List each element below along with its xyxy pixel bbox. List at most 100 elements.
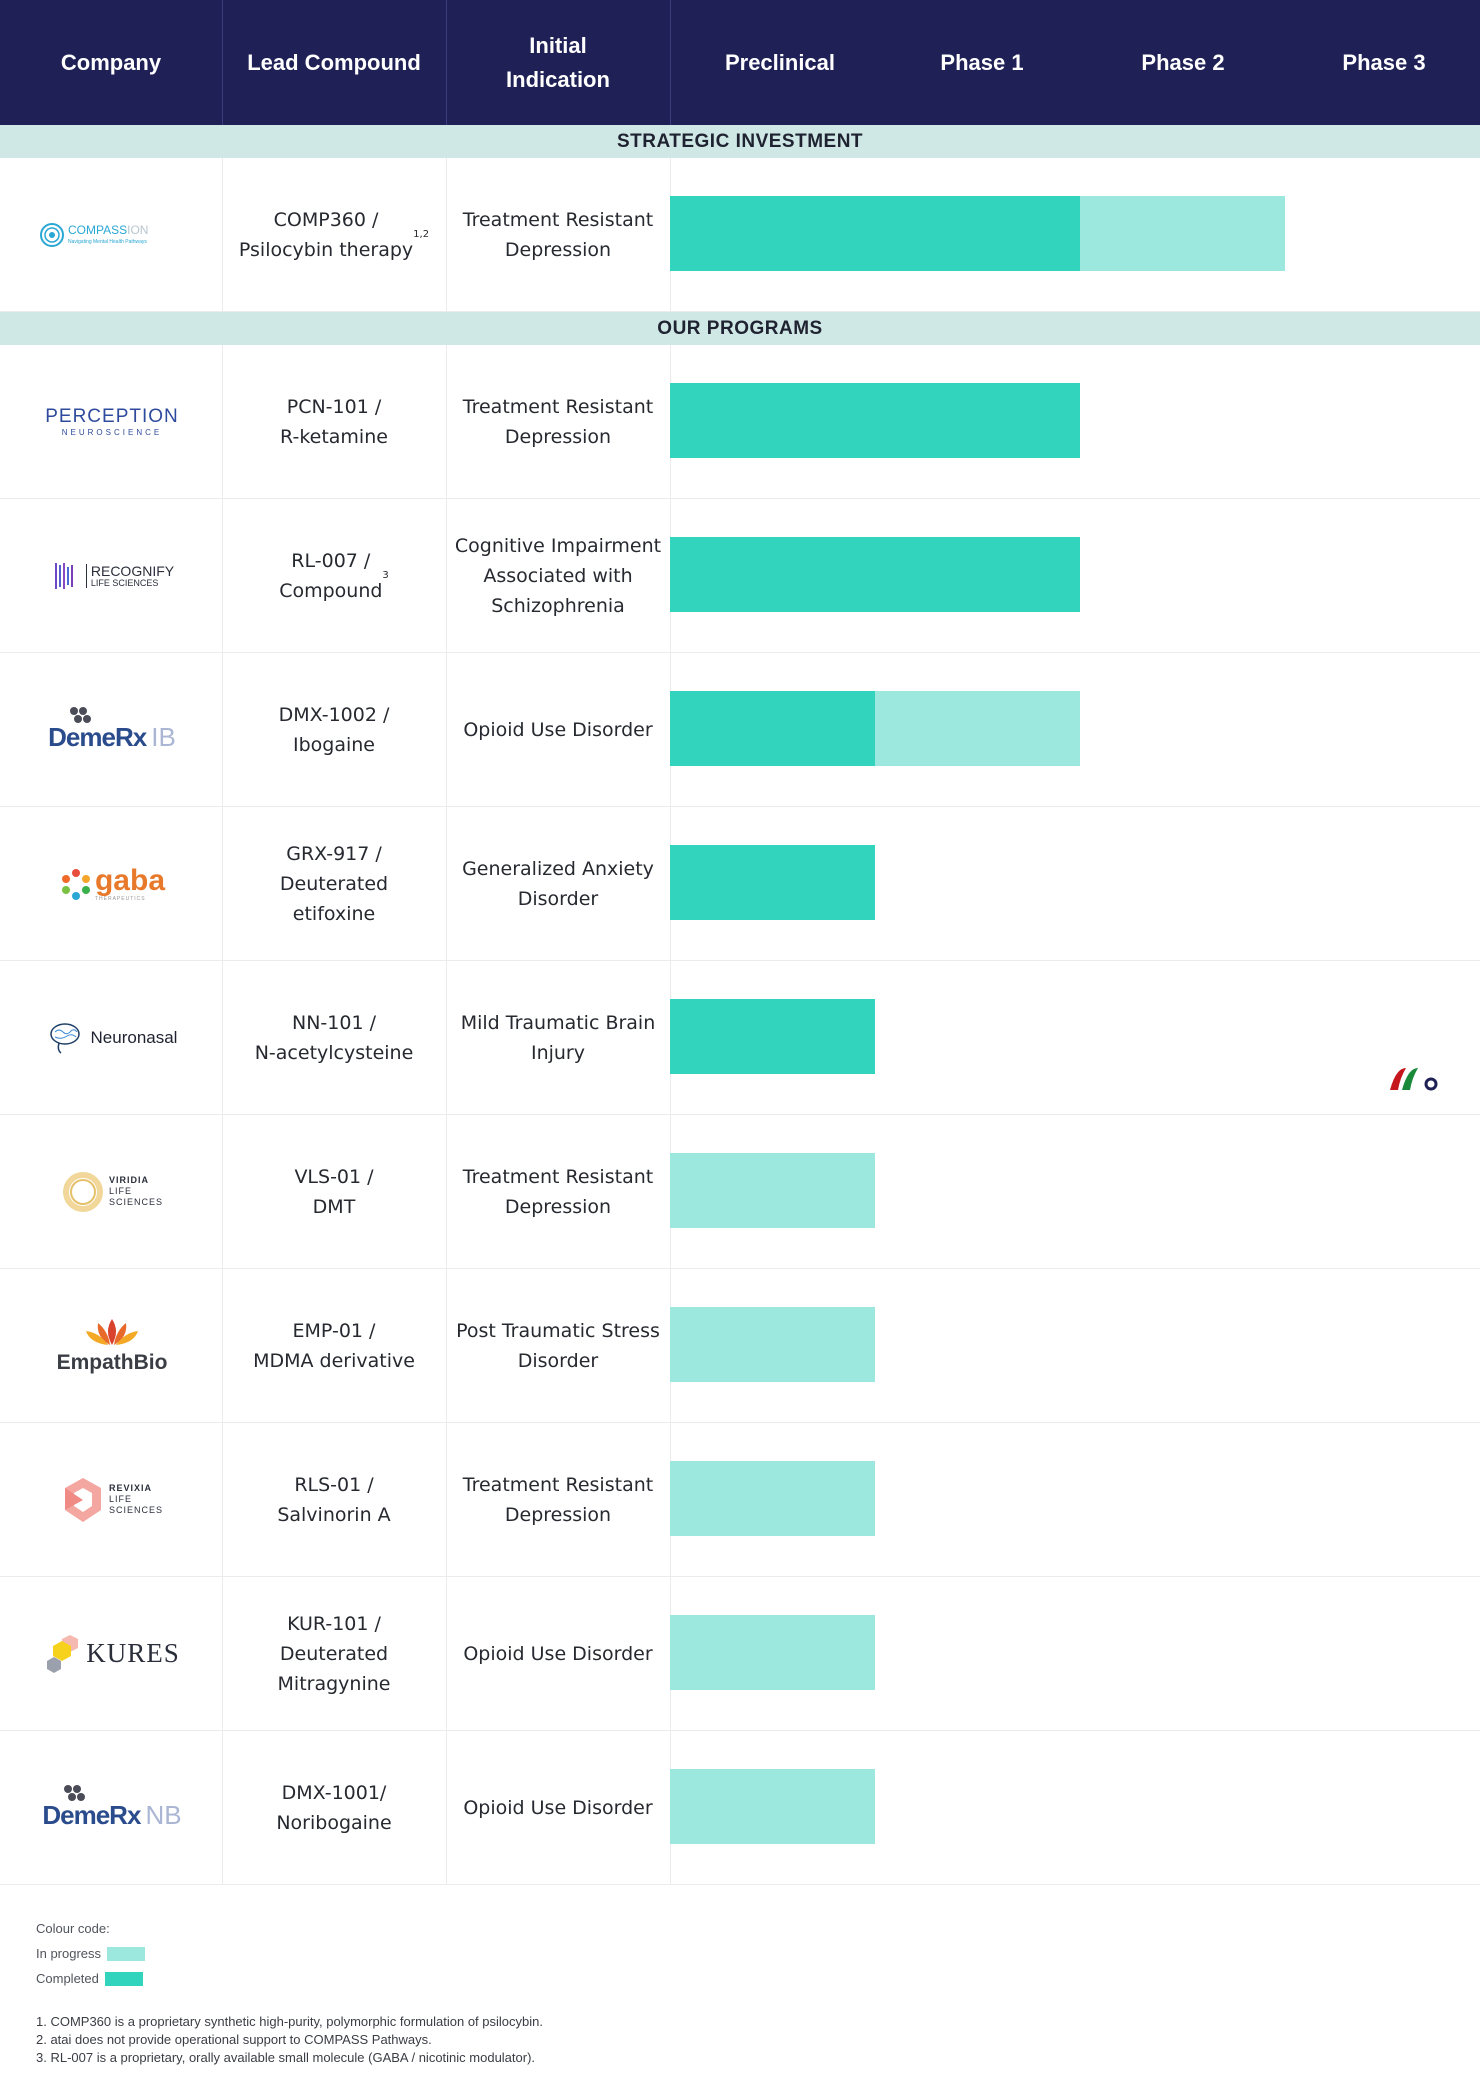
lead-compound-text: RL-007 / Compound xyxy=(279,549,383,602)
gaba-therapeutics-logo: gaba THERAPEUTICS xyxy=(20,807,204,960)
gaba-logo-icon xyxy=(61,868,90,900)
lead-compound-cell: NN-101 / N-acetylcysteine xyxy=(222,961,446,1114)
revixia-logo-text: REVIXIA xyxy=(108,1483,152,1493)
completed-progress-bar xyxy=(670,196,1080,271)
revixia-life-sciences-logo: REVIXIA LIFE SCIENCES xyxy=(20,1423,204,1576)
table-row: gaba THERAPEUTICS GRX-917 / Deuterated e… xyxy=(0,807,1480,961)
lead-compound-cell: EMP-01 / MDMA derivative xyxy=(222,1269,446,1422)
column-divider xyxy=(446,499,447,652)
lead-compound-cell: COMP360 / Psilocybin therapy 1,2 xyxy=(222,158,446,311)
viridia-logo-subtext: SCIENCES xyxy=(108,1197,163,1207)
table-row: EmpathBio EMP-01 / MDMA derivative Post T… xyxy=(0,1269,1480,1423)
lead-compound-text: NN-101 / N-acetylcysteine xyxy=(254,1011,414,1064)
column-divider xyxy=(222,1115,223,1268)
kures-logo: KURES xyxy=(20,1577,204,1730)
viridia-ring-icon xyxy=(62,1171,103,1212)
in-progress-progress-bar xyxy=(670,1615,875,1690)
footnote: 2. atai does not provide operational sup… xyxy=(36,2032,432,2047)
header-lead-compound: Lead Compound xyxy=(247,49,421,75)
header-phase-2: Phase 2 xyxy=(1141,49,1225,75)
initial-indication-cell: Treatment Resistant Depression xyxy=(462,1473,654,1526)
in-progress-progress-bar xyxy=(1080,196,1285,271)
recognify-logo-subtext: LIFE SCIENCES xyxy=(90,577,159,588)
in-progress-progress-bar xyxy=(875,691,1080,766)
watermark-logo-icon xyxy=(1390,1068,1438,1091)
lead-compound-cell: KUR-101 / Deuterated Mitragynine xyxy=(222,1577,446,1730)
demerx-logo-suffix: NB xyxy=(145,1800,182,1830)
table-row: DemeRx IB DMX-1002 / Ibogaine Opioid Use … xyxy=(0,653,1480,807)
legend-completed-label: Completed xyxy=(36,1971,99,1986)
lead-compound-cell: DMX-1002 / Ibogaine xyxy=(222,653,446,806)
header-company: Company xyxy=(60,49,162,75)
table-row: Neuronasal NN-101 / N-acetylcysteine Mild… xyxy=(0,961,1480,1115)
recognify-life-sciences-logo: RECOGNIFY LIFE SCIENCES xyxy=(20,499,204,652)
column-divider xyxy=(222,345,223,498)
table-header: Company Lead Compound Initial Indication… xyxy=(0,0,1480,125)
lead-compound-text: DMX-1002 / Ibogaine xyxy=(278,703,390,756)
column-divider xyxy=(222,961,223,1114)
completed-progress-bar xyxy=(670,999,875,1074)
in-progress-progress-bar xyxy=(670,1461,875,1536)
demerx-dots-icon xyxy=(64,1785,86,1801)
section-strategic-investment: STRATEGIC INVESTMENT xyxy=(0,125,1480,158)
initial-indication-cell: Treatment Resistant Depression xyxy=(462,395,654,448)
column-divider xyxy=(446,653,447,806)
compass-pathways-logo: COMPASSION Navigating Mental Health Path… xyxy=(20,158,204,311)
initial-indication-cell: Opioid Use Disorder xyxy=(463,1642,653,1665)
table-row: KURES KUR-101 / Deuterated Mitragynine Op… xyxy=(0,1577,1480,1731)
footnote: 1. COMP360 is a proprietary synthetic hi… xyxy=(36,2014,543,2029)
kures-logo-text: KURES xyxy=(86,1638,180,1668)
demerx-nb-logo: DemeRx NB xyxy=(20,1731,204,1884)
legend-completed-swatch xyxy=(104,1971,143,1986)
viridia-life-sciences-logo: VIRIDIA LIFE SCIENCES xyxy=(20,1115,204,1268)
initial-indication-cell: Opioid Use Disorder xyxy=(463,718,653,741)
recognify-logo-icon xyxy=(54,562,73,589)
kures-hexagons-icon xyxy=(47,1634,79,1673)
recognify-logo-text: RECOGNIFY xyxy=(90,562,175,579)
initial-indication-cell: Generalized Anxiety Disorder xyxy=(462,857,654,910)
gaba-logo-text: gaba xyxy=(94,863,166,897)
lead-compound-text: PCN-101 / R-ketamine xyxy=(280,395,388,448)
perception-neuroscience-logo: PERCEPTION NEUROSCIENCE xyxy=(20,345,204,498)
column-divider xyxy=(446,807,447,960)
header-phase-1: Phase 1 xyxy=(940,49,1024,75)
column-divider xyxy=(446,1115,447,1268)
lead-compound-text: GRX-917 / Deuterated etifoxine xyxy=(279,842,389,925)
initial-indication-cell: Mild Traumatic Brain Injury xyxy=(460,1011,656,1064)
legend: Colour code: In progress Completed xyxy=(36,1916,146,1991)
column-divider xyxy=(446,345,447,498)
initial-indication-cell: Post Traumatic Stress Disorder xyxy=(456,1319,660,1372)
lead-compound-text: DMX-1001/ Noribogaine xyxy=(276,1781,392,1834)
empathbio-logo: EmpathBio xyxy=(20,1269,204,1422)
completed-progress-bar xyxy=(670,691,875,766)
header-preclinical: Preclinical xyxy=(724,49,836,75)
compass-logo-icon: COMPASSION Navigating Mental Health Path… xyxy=(40,222,148,247)
revixia-logo-subtext: LIFE xyxy=(108,1494,132,1504)
header-initial-indication: Initial Indication xyxy=(506,32,610,92)
initial-indication-cell: Opioid Use Disorder xyxy=(463,1796,653,1819)
lead-compound-cell: GRX-917 / Deuterated etifoxine xyxy=(222,807,446,960)
lead-compound-cell: RLS-01 / Salvinorin A xyxy=(222,1423,446,1576)
in-progress-progress-bar xyxy=(670,1769,875,1844)
viridia-logo-text: VIRIDIA xyxy=(108,1175,149,1185)
header-divider xyxy=(670,0,671,125)
legend-in-progress: In progress xyxy=(36,1941,146,1966)
column-divider xyxy=(222,499,223,652)
in-progress-progress-bar xyxy=(670,1307,875,1382)
column-divider xyxy=(222,1423,223,1576)
table-row: DemeRx NB DMX-1001/ Noribogaine Opioid Us… xyxy=(0,1731,1480,1885)
column-divider xyxy=(222,807,223,960)
column-divider xyxy=(222,653,223,806)
completed-progress-bar xyxy=(670,845,875,920)
neuronasal-logo: Neuronasal xyxy=(20,961,204,1114)
header-divider xyxy=(446,0,447,125)
in-progress-progress-bar xyxy=(670,1153,875,1228)
header-phase-3: Phase 3 xyxy=(1342,49,1426,75)
column-divider xyxy=(446,1423,447,1576)
compass-logo-tagline: Navigating Mental Health Pathways xyxy=(68,239,147,245)
lotus-icon xyxy=(86,1318,138,1345)
brain-icon xyxy=(49,1022,80,1054)
lead-compound-text: VLS-01 / DMT xyxy=(294,1165,374,1218)
initial-indication-cell: Treatment Resistant Depression xyxy=(462,1165,654,1218)
section-our-programs: OUR PROGRAMS xyxy=(0,312,1480,345)
